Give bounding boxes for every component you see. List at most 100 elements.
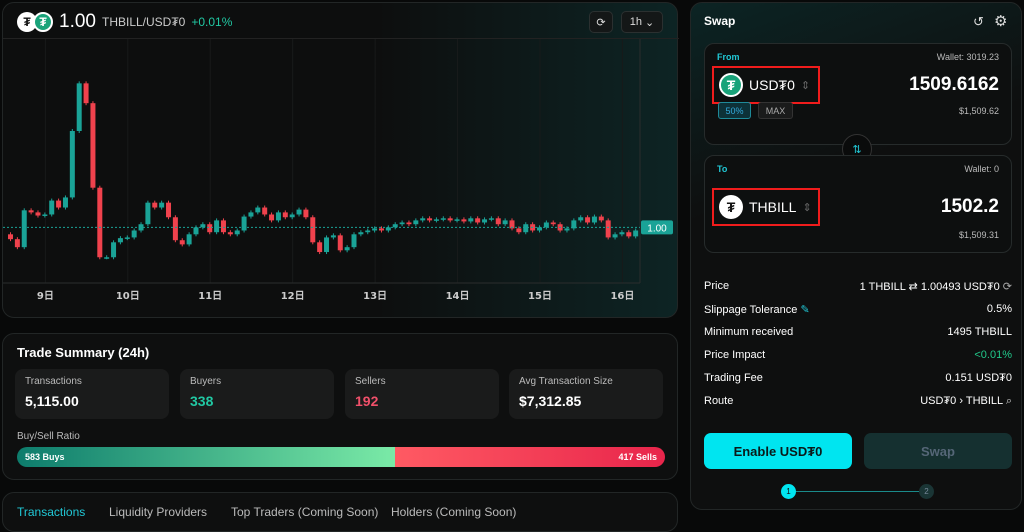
step-1: 1: [781, 484, 796, 499]
candle: [571, 220, 577, 229]
tab-liquidity-providers[interactable]: Liquidity Providers: [109, 505, 208, 519]
candle: [475, 218, 481, 223]
x-tick-label: 12日: [281, 290, 305, 302]
usdt0-token-icon: ₮: [719, 73, 743, 97]
candle: [406, 222, 412, 225]
candle: [159, 202, 165, 208]
refresh-button[interactable]: ⟳: [589, 11, 613, 33]
candle: [269, 214, 275, 221]
candle: [35, 212, 41, 216]
price-change: +0.01%: [191, 15, 233, 29]
x-tick-label: 11日: [198, 290, 222, 302]
search-icon[interactable]: ⌕: [1005, 395, 1012, 407]
candle: [509, 220, 515, 229]
from-token-selector[interactable]: ₮ USD₮0 ⇕: [712, 66, 820, 104]
candle: [543, 222, 549, 228]
candle: [495, 218, 501, 225]
x-tick-label: 16日: [610, 290, 634, 302]
candle: [90, 103, 96, 188]
candle: [351, 234, 357, 248]
candlestick-chart[interactable]: 1.00 9日 10日 11日 12日 13日 14日 15日 16日: [3, 39, 679, 319]
candle: [482, 219, 488, 223]
stat-value: $7,312.85: [519, 393, 582, 409]
candle: [14, 239, 20, 248]
detail-value: 0.5%: [986, 303, 1012, 315]
history-icon[interactable]: ↺: [973, 14, 984, 29]
candle: [488, 218, 494, 220]
candle: [262, 207, 268, 215]
candle: [8, 234, 13, 240]
stat-buyers: Buyers 338: [180, 369, 334, 419]
tab-transactions[interactable]: Transactions: [17, 505, 86, 519]
settings-gear-icon[interactable]: ⚙: [994, 13, 1008, 30]
detail-route: Route USD₮0 › THBILL ⌕: [704, 395, 1012, 408]
interval-dropdown[interactable]: 1h ⌄: [621, 11, 663, 33]
candle: [433, 219, 439, 221]
candle: [56, 200, 62, 208]
candle: [193, 227, 199, 235]
price-tag-label: 1.00: [647, 223, 667, 234]
x-tick-label: 13日: [363, 290, 387, 302]
detail-minimum-received: Minimum received 1495 THBILL: [704, 326, 1012, 338]
to-label: To: [717, 164, 728, 174]
stat-avg-size: Avg Transaction Size $7,312.85: [509, 369, 663, 419]
interval-value: 1h: [629, 16, 642, 28]
candle: [585, 217, 591, 223]
candle: [207, 224, 213, 233]
candle: [461, 219, 467, 222]
sells-segment: 417 Sells: [394, 447, 665, 467]
detail-label: Price: [704, 280, 730, 292]
edit-icon[interactable]: ✎: [800, 304, 810, 316]
candle: [282, 212, 288, 218]
to-token-symbol: THBILL: [749, 199, 797, 215]
candle: [578, 217, 584, 221]
candle: [296, 209, 302, 215]
from-amount-input[interactable]: 1509.6162: [909, 74, 999, 95]
candle: [248, 212, 254, 217]
stat-label: Transactions: [25, 376, 82, 387]
candle: [28, 210, 34, 213]
candle: [62, 197, 68, 208]
refresh-icon[interactable]: ⟳: [1002, 281, 1012, 293]
tab-holders[interactable]: Holders (Coming Soon): [391, 505, 517, 519]
usdt0-token-icon: ₮: [33, 12, 53, 32]
candle: [447, 218, 453, 221]
tab-top-traders[interactable]: Top Traders (Coming Soon): [231, 505, 379, 519]
enable-token-button[interactable]: Enable USD₮0: [704, 433, 852, 469]
candle: [502, 220, 508, 225]
candle: [330, 235, 336, 238]
stat-value: 192: [355, 393, 379, 409]
candle: [324, 237, 330, 253]
from-label: From: [717, 52, 740, 62]
x-tick-label: 14日: [446, 290, 470, 302]
x-tick-label: 10日: [116, 290, 140, 302]
from-token-symbol: USD₮0: [749, 77, 795, 93]
chevron-updown-icon: ⇕: [802, 201, 812, 214]
candle: [111, 242, 117, 258]
candle: [372, 228, 378, 231]
from-box: From Wallet: 3019.23 ₮ USD₮0 ⇕ 1509.6162…: [704, 43, 1012, 145]
candle: [179, 240, 185, 245]
detail-value: 0.151 USD₮0: [945, 372, 1012, 384]
candle: [76, 83, 82, 131]
stat-label: Buyers: [190, 376, 222, 387]
candle: [310, 217, 316, 243]
detail-slippage: Slippage Tolerance ✎ 0.5%: [704, 303, 1012, 316]
pair-name: THBILL/USD₮0: [101, 15, 186, 29]
fifty-percent-button[interactable]: 50%: [718, 102, 751, 119]
max-button[interactable]: MAX: [758, 102, 793, 119]
candle: [117, 238, 123, 243]
to-token-selector[interactable]: ₮ THBILL ⇕: [712, 188, 820, 226]
candle: [186, 234, 192, 245]
stat-label: Avg Transaction Size: [519, 376, 613, 387]
trade-summary-card: Trade Summary (24h) Transactions 5,115.00…: [2, 333, 678, 480]
candle: [454, 219, 460, 221]
price-tag: [641, 220, 673, 235]
swap-button[interactable]: Swap: [864, 433, 1012, 469]
detail-label: Slippage Tolerance: [704, 304, 798, 316]
candle: [104, 257, 110, 259]
chevron-down-icon: ⌄: [645, 16, 655, 29]
to-wallet-balance: Wallet: 0: [964, 164, 999, 174]
candle: [392, 224, 398, 228]
stat-value: 5,115.00: [25, 393, 79, 409]
